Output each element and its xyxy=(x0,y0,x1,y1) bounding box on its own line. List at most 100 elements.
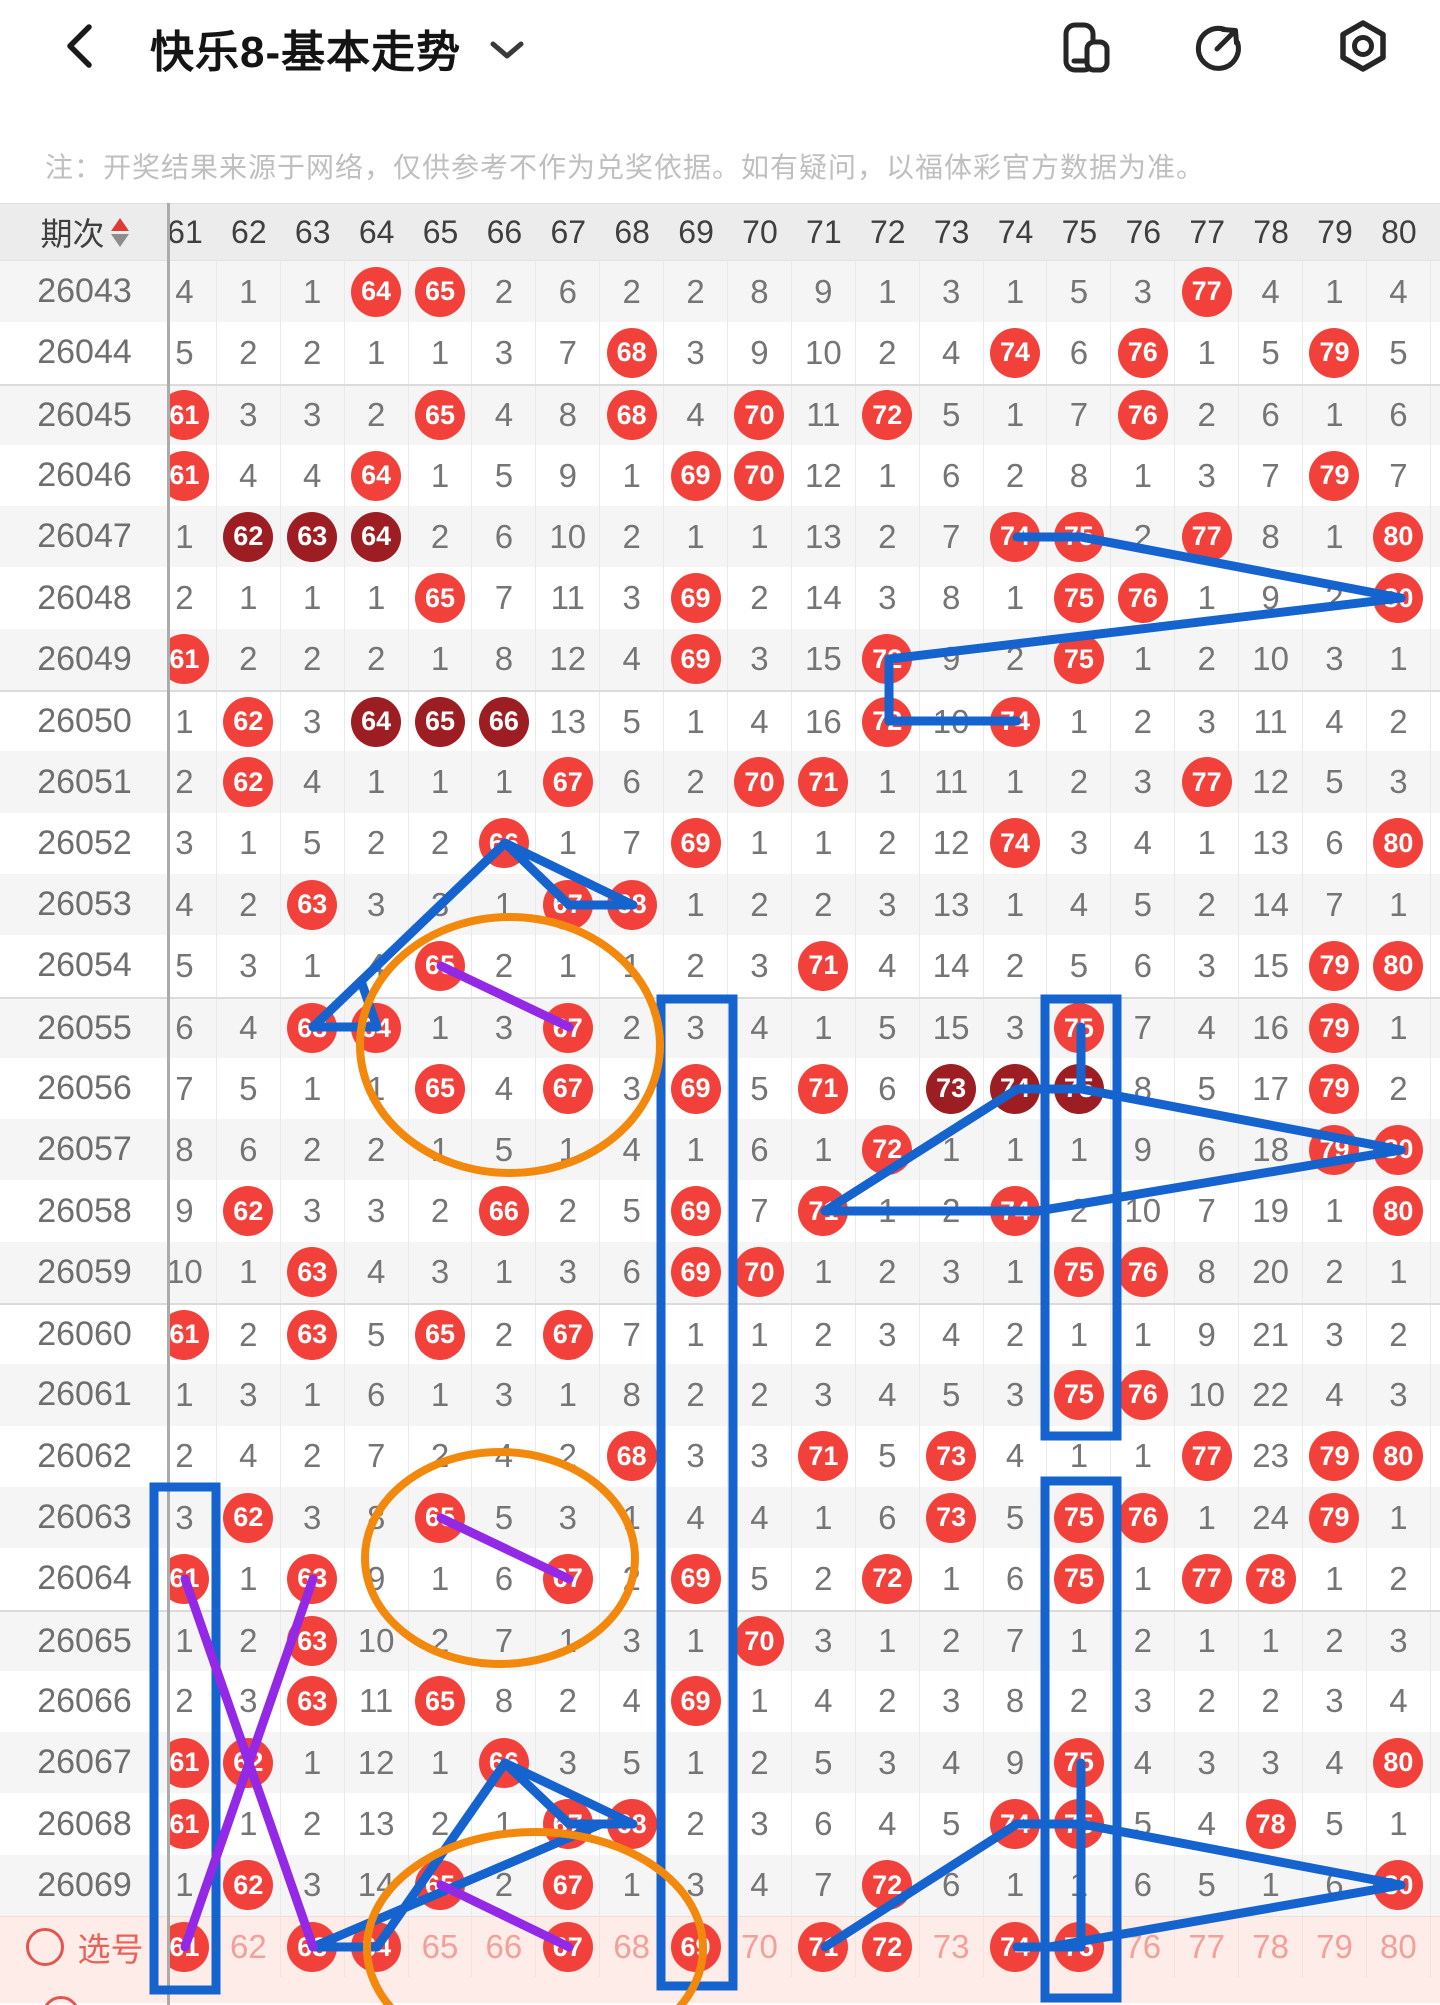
cell[interactable]: 65 xyxy=(409,1917,473,1978)
cell[interactable]: 72 xyxy=(856,1917,920,1978)
drawn-ball: 72 xyxy=(862,1553,913,1604)
pick-number[interactable]: 66 xyxy=(485,1928,523,1966)
pick-circle-icon[interactable] xyxy=(25,1928,64,1967)
period-label: 26053 xyxy=(0,873,169,936)
drawn-ball: 62 xyxy=(223,1737,274,1788)
cell: 74 xyxy=(984,322,1048,384)
cell: 2 xyxy=(920,1611,984,1671)
cell[interactable]: 68 xyxy=(600,1917,665,1978)
drawn-ball[interactable]: 74 xyxy=(990,1922,1041,1973)
drawn-ball: 79 xyxy=(1309,1063,1360,1114)
cell: 12 xyxy=(536,628,601,691)
cell: 11 xyxy=(345,1670,409,1733)
settings-icon[interactable] xyxy=(1334,18,1392,76)
cell: 2 xyxy=(281,322,345,384)
cell: 2 xyxy=(1047,1180,1112,1242)
cell: 1 xyxy=(984,385,1048,445)
cell[interactable]: 79 xyxy=(1303,1917,1367,1978)
table-row: 26045 61 3 3 2 65 4 8 68 4 70 11 72 5 1 7 76 2 6 1 6 xyxy=(0,383,1440,445)
cell[interactable]: 62 xyxy=(217,1917,281,1978)
period-label: 26045 xyxy=(0,385,169,445)
pick-number[interactable]: 77 xyxy=(1188,1928,1226,1966)
cell[interactable]: 67 xyxy=(536,1917,601,1978)
drawn-ball[interactable]: 75 xyxy=(1053,1922,1104,1973)
cell: 3 xyxy=(600,567,665,629)
cell[interactable]: 69 xyxy=(664,1917,729,1978)
cell[interactable]: 70 xyxy=(728,1917,792,1978)
cell: 2 xyxy=(345,385,409,445)
cell[interactable]: 76 xyxy=(1111,1917,1176,1978)
cell: 15 xyxy=(792,628,856,691)
cell: 2 xyxy=(1303,1241,1367,1304)
drawn-ball[interactable]: 63 xyxy=(287,1922,338,1973)
cell: 1 xyxy=(409,444,473,507)
notice-text: 注：开奖结果来源于网络，仅供参考不作为兑奖依据。如有疑问，以福体彩官方数据为准。 xyxy=(45,152,1206,183)
cell: 72 xyxy=(856,628,920,691)
drawn-ball[interactable]: 64 xyxy=(351,1922,402,1973)
period-label: 26055 xyxy=(0,998,169,1058)
cell: 3 xyxy=(664,1425,729,1487)
share-icon[interactable] xyxy=(1190,18,1248,76)
cell[interactable]: 71 xyxy=(792,1917,856,1978)
cell: 72 xyxy=(856,692,920,752)
cell: 6 xyxy=(920,1854,984,1917)
drawn-ball[interactable]: 67 xyxy=(542,1922,593,1973)
drawn-ball[interactable]: 72 xyxy=(862,1922,913,1973)
cell: 77 xyxy=(1175,261,1240,323)
pick-number[interactable]: 70 xyxy=(741,1928,778,1966)
chevron-down-icon[interactable] xyxy=(489,40,525,67)
drawn-ball: 73 xyxy=(926,1431,977,1482)
cell[interactable]: 80 xyxy=(1367,1917,1431,1978)
pick-number[interactable]: 65 xyxy=(421,1928,459,1966)
cell: 1 xyxy=(536,1611,601,1671)
pick-number[interactable]: 62 xyxy=(229,1928,267,1966)
pick-number[interactable]: 80 xyxy=(1380,1928,1417,1966)
cell: 7 xyxy=(472,567,537,629)
cell: 16 xyxy=(792,692,856,752)
cell[interactable]: 63 xyxy=(281,1917,345,1978)
cell[interactable]: 75 xyxy=(1047,1917,1112,1978)
cell[interactable]: 64 xyxy=(345,1917,409,1978)
repeat-ball: 75 xyxy=(1053,1063,1104,1114)
cell: 6 xyxy=(472,506,537,568)
period-label: 26049 xyxy=(0,628,169,691)
cell[interactable]: 66 xyxy=(472,1917,537,1978)
cell: 15 xyxy=(920,998,984,1058)
multi-window-icon[interactable] xyxy=(1056,18,1114,76)
cell: 10 xyxy=(920,692,984,752)
pick-number[interactable]: 73 xyxy=(932,1928,970,1966)
cell: 4 xyxy=(345,1241,409,1304)
cell: 2 xyxy=(664,1364,729,1426)
cell[interactable]: 74 xyxy=(984,1917,1048,1978)
drawn-ball: 79 xyxy=(1309,450,1360,501)
drawn-ball: 71 xyxy=(798,757,849,808)
table-row: 26059 10 1 63 4 3 1 3 6 69 70 1 2 3 1 75 76 8 20 2 1 xyxy=(0,1241,1440,1304)
drawn-ball: 69 xyxy=(670,818,721,869)
table-row: 26053 4 2 63 3 3 1 67 68 1 2 2 3 13 1 4 5 2 14 7 1 xyxy=(0,873,1440,936)
cell: 1 xyxy=(409,1119,473,1181)
pick-number[interactable]: 76 xyxy=(1124,1928,1162,1966)
period-header[interactable]: 期次 xyxy=(0,204,169,260)
cell: 69 xyxy=(664,1670,729,1733)
pick-circle-icon[interactable] xyxy=(42,1996,80,2005)
cell: 2 xyxy=(409,1793,473,1855)
back-icon[interactable] xyxy=(55,20,107,72)
cell: 1 xyxy=(664,1305,729,1365)
drawn-ball: 80 xyxy=(1373,1737,1424,1788)
cell[interactable]: 78 xyxy=(1239,1917,1304,1978)
drawn-ball[interactable]: 71 xyxy=(798,1922,849,1973)
drawn-ball[interactable]: 69 xyxy=(670,1922,721,1973)
cell: 1 xyxy=(1367,1793,1431,1855)
cell: 5 xyxy=(472,444,537,507)
cell[interactable]: 77 xyxy=(1175,1917,1240,1978)
cell: 3 xyxy=(409,873,473,936)
pick-number[interactable]: 79 xyxy=(1316,1928,1353,1966)
period-label: 26043 xyxy=(0,261,169,323)
pick-number[interactable]: 68 xyxy=(613,1928,651,1966)
pick-number[interactable]: 78 xyxy=(1252,1928,1289,1966)
cell: 79 xyxy=(1303,1425,1367,1487)
cell: 5 xyxy=(600,1180,665,1242)
cell[interactable]: 73 xyxy=(920,1917,984,1978)
cell: 9 xyxy=(153,1180,217,1242)
cell: 2 xyxy=(728,1364,792,1426)
